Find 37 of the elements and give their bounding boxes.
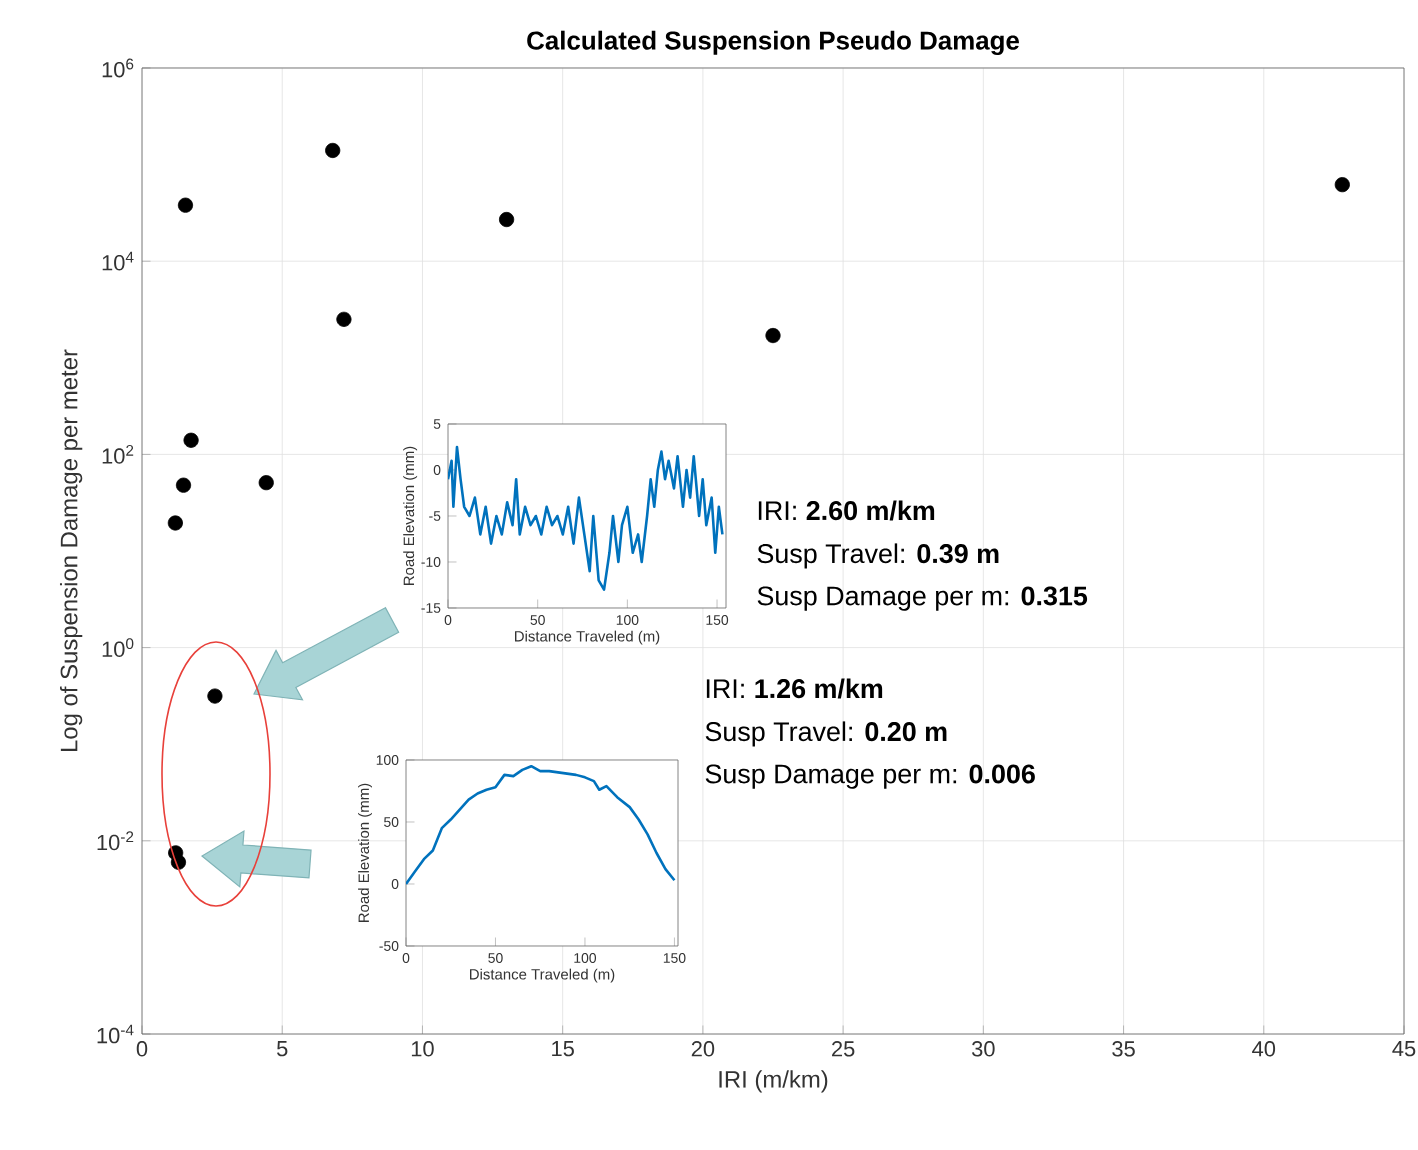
annotation: IRI: 2.60 m/km xyxy=(758,500,935,521)
x-tick-label: 30 xyxy=(971,1041,995,1057)
point xyxy=(183,432,199,448)
x-tick-label: 20 xyxy=(691,1041,715,1057)
annotation: Susp Travel: 0.20 m xyxy=(705,721,947,747)
x-tick-label: 0 xyxy=(136,1041,148,1057)
y-tick-label: 10$^{2}$ xyxy=(102,444,134,464)
point xyxy=(336,311,352,327)
x-tick-label: 5 xyxy=(277,1041,288,1057)
point xyxy=(175,477,192,493)
y-tick-label: 10$^{0}$ xyxy=(102,638,134,658)
point xyxy=(1334,177,1350,193)
y-axis-title: Log of Suspension Damage per meter xyxy=(59,349,83,752)
x-tick-label: 40 xyxy=(1252,1041,1276,1057)
annotation: Susp Travel: 0.39 m xyxy=(757,543,999,569)
x-axis-title: IRI (m/km) xyxy=(719,1070,828,1093)
point xyxy=(207,688,223,704)
y-tick-label: 10$^{-4}$ xyxy=(97,1024,134,1044)
point xyxy=(765,327,781,344)
point xyxy=(177,197,194,213)
annotation: IRI: 1.26 m/km xyxy=(706,678,883,699)
x-tick-label: 15 xyxy=(552,1041,574,1057)
point xyxy=(167,515,183,531)
y-tick-label: 10$^{6}$ xyxy=(102,58,134,78)
x-tick-label: 45 xyxy=(1392,1041,1416,1057)
point xyxy=(499,211,515,228)
y-tick-label: 10$^{4}$ xyxy=(102,251,134,271)
point xyxy=(258,475,274,491)
x-tick-label: 10 xyxy=(411,1041,434,1057)
line-series xyxy=(448,445,724,591)
point xyxy=(325,142,341,159)
x-tick-label: 35 xyxy=(1112,1041,1135,1057)
x-tick-label: 25 xyxy=(832,1041,855,1057)
annotation: Susp Damage per m: 0.315 xyxy=(757,586,1088,611)
annotation: Susp Damage per m: 0.006 xyxy=(705,764,1035,789)
y-tick-label: 10$^{-2}$ xyxy=(97,831,134,851)
chart-title: Calculated Suspension Pseudo Damage xyxy=(527,30,1019,55)
